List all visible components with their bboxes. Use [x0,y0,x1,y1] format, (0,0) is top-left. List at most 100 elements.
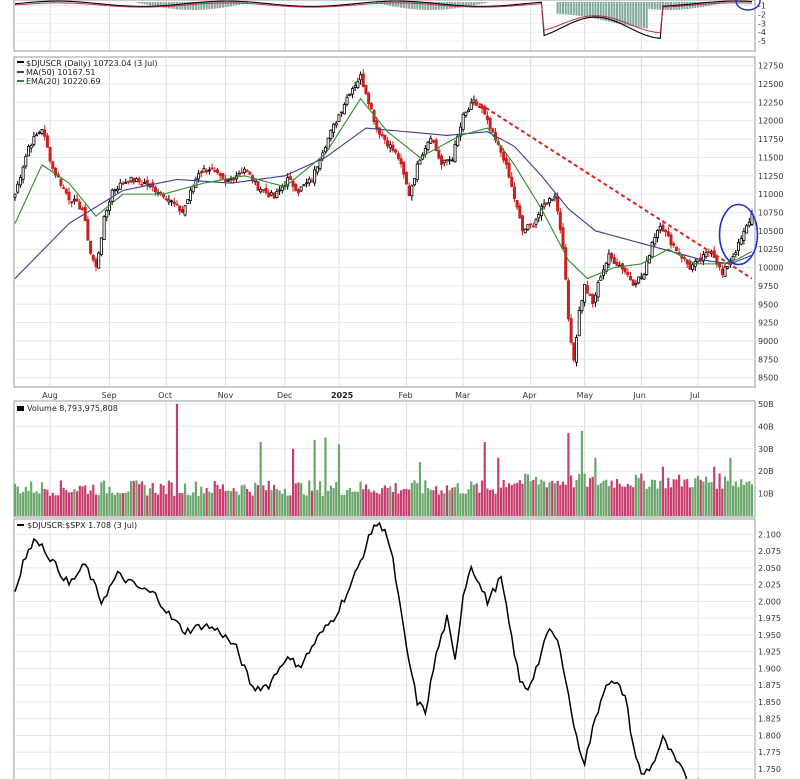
volume-bar [467,489,470,516]
candle-body [305,182,309,185]
volume-bar [607,486,611,516]
ratio-y-tick: 1.850 [758,698,781,707]
candle-body [186,199,190,204]
volume-bar [486,488,489,516]
macd-histogram-bar [135,2,138,3]
volume-bar [537,484,540,516]
candle-body [507,162,511,178]
x-tick-label: 2025 [331,391,354,400]
legend-ema20: EMA(20) 10220.69 [26,77,101,86]
volume-bar [165,494,168,516]
macd-histogram-bar [157,2,160,7]
volume-bar [321,495,324,516]
candle-body [526,224,530,230]
candle-body [745,225,749,234]
macd-histogram-bar [246,2,249,4]
candle-body [315,166,319,173]
macd-histogram-bar [402,2,405,9]
x-tick-label: May [577,391,594,400]
macd-histogram-bar [224,2,227,8]
volume-bar [524,473,527,516]
candle-body [129,176,133,182]
legend-volume: Volume 8,793,975,808 [27,404,118,413]
volume-bar [302,494,305,516]
volume-bar [464,494,467,516]
legend-swatch-ma50 [17,71,24,73]
candle-body [97,252,101,269]
candle-body [585,285,589,294]
candle-body [537,214,541,219]
volume-bar [737,486,740,516]
volume-bar [21,491,25,516]
candle-body [410,185,414,197]
macd-histogram-bar [640,2,643,28]
volume-bar [602,480,605,516]
macd-histogram-bar [424,2,427,10]
candle-body [653,237,657,245]
candle-body [21,166,25,180]
candle-body [615,262,619,266]
candle-body [364,84,368,94]
candle-body [194,178,198,189]
candle-body [399,158,403,165]
candle-body [256,181,260,191]
candle-body [237,173,241,176]
volume-bar [648,486,651,516]
candle-body [334,122,338,126]
grid-lines [15,2,755,779]
volume-bar [389,486,392,516]
volume-bar [240,485,243,516]
candle-body [531,225,535,228]
candle-body [720,268,724,275]
candle-body [353,85,357,88]
macd-histogram-bar [483,2,486,4]
volume-bar [637,477,640,516]
volume-bar [46,489,49,516]
ratio-line [14,521,714,779]
macd-histogram-bar [162,2,165,8]
candle-body [91,254,95,261]
macd-histogram-bar [613,2,616,23]
macd-histogram-bar [659,2,662,10]
candle-body [75,198,79,202]
volume-bar [588,478,592,516]
macd-histogram-bar [416,2,419,10]
volume-bar [416,483,419,516]
candle-body [434,139,438,151]
volume-bar [421,493,424,516]
candle-body [723,266,727,277]
candle-body [402,161,406,175]
volume-bar [397,493,400,516]
volume-bar [561,481,565,516]
candle-body [388,144,392,149]
candle-body [437,150,441,159]
volume-bar [32,492,35,516]
volume-bar [683,479,686,516]
candle-body [367,92,371,105]
candle-body [521,215,525,232]
candle-body [89,240,93,254]
candle-body [558,211,562,231]
volume-bar [337,444,341,516]
volume-bar [367,489,370,516]
candle-body [105,210,109,218]
candle-body [542,203,546,208]
volume-bar [669,487,673,516]
volume-bar [659,480,662,516]
x-tick-label: Apr [523,391,538,400]
candle-body [456,135,460,146]
volume-bar [248,491,251,516]
volume-legend: Volume 8,793,975,808 [17,404,118,413]
macd-histogram-bar [462,2,465,8]
macd-histogram-bar [197,2,200,10]
volume-bar [402,488,405,516]
volume-bar [105,493,108,516]
candle-body [232,177,236,181]
candle-body [431,140,435,143]
macd-histogram-bar [389,2,392,6]
volume-bar [197,495,200,516]
volume-bar [472,484,476,516]
volume-bar [264,490,268,516]
volume-bar [267,480,270,516]
candle-body [80,208,84,210]
